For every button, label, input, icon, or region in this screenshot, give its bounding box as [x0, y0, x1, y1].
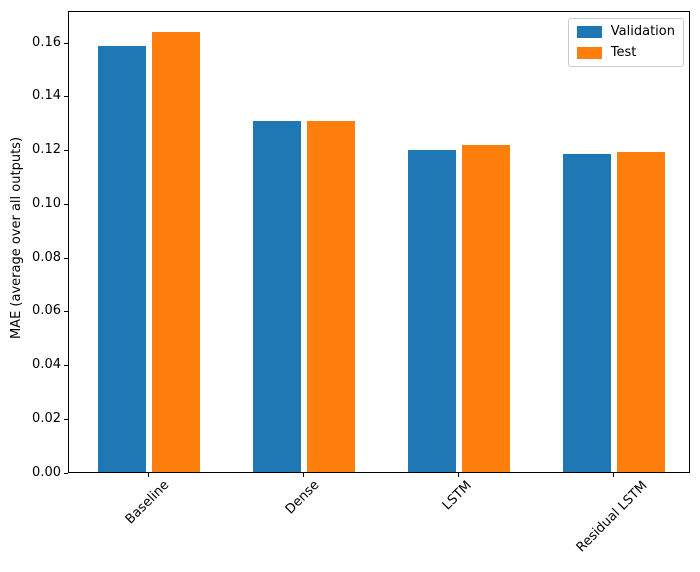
legend: Validation Test: [567, 18, 684, 67]
y-tick-mark-0.12: [64, 150, 68, 152]
bar-validation-dense: [252, 121, 301, 473]
x-tick-label-dense: Dense: [282, 477, 322, 518]
y-tick-label-0.04: 0.04: [32, 357, 61, 373]
y-tick-mark-0.16: [64, 42, 68, 44]
y-tick-label-0.10: 0.10: [32, 195, 61, 211]
x-tick-label-baseline: Baseline: [122, 477, 172, 528]
bar-validation-baseline: [97, 45, 146, 473]
y-tick-mark-0.00: [64, 472, 68, 474]
x-tick-mark-baseline: [148, 473, 149, 477]
y-tick-mark-0.02: [64, 418, 68, 420]
y-tick-label-0.06: 0.06: [32, 303, 61, 319]
x-tick-mark-residual-lstm: [613, 473, 614, 477]
y-tick-mark-0.14: [64, 96, 68, 98]
y-tick-mark-0.08: [64, 257, 68, 259]
bar-test-lstm: [461, 145, 510, 473]
y-tick-label-0.16: 0.16: [32, 34, 61, 50]
y-tick-label-0.00: 0.00: [32, 464, 61, 480]
bar-test-baseline: [151, 32, 200, 473]
legend-item-validation: Validation: [576, 24, 675, 40]
x-tick-mark-dense: [303, 473, 304, 477]
legend-swatch-test: [576, 47, 602, 59]
y-tick-label-0.14: 0.14: [32, 88, 61, 104]
y-tick-label-0.02: 0.02: [32, 410, 61, 426]
bar-validation-lstm: [407, 149, 456, 473]
y-tick-mark-0.10: [64, 203, 68, 205]
y-tick-mark-0.06: [64, 311, 68, 313]
x-tick-label-residual-lstm: Residual LSTM: [573, 478, 651, 555]
y-tick-label-0.12: 0.12: [32, 142, 61, 158]
bar-validation-residual-lstm: [562, 154, 611, 473]
bar-test-dense: [306, 120, 355, 473]
bar-test-residual-lstm: [616, 151, 665, 473]
legend-label-validation: Validation: [610, 24, 675, 39]
x-tick-mark-lstm: [458, 473, 459, 477]
legend-label-test: Test: [610, 45, 637, 60]
y-tick-label-0.08: 0.08: [32, 249, 61, 265]
legend-swatch-validation: [576, 26, 602, 38]
x-tick-label-lstm: LSTM: [439, 478, 475, 514]
y-tick-mark-0.04: [64, 365, 68, 367]
plot-area: Validation Test: [68, 11, 690, 473]
legend-item-test: Test: [576, 45, 675, 61]
